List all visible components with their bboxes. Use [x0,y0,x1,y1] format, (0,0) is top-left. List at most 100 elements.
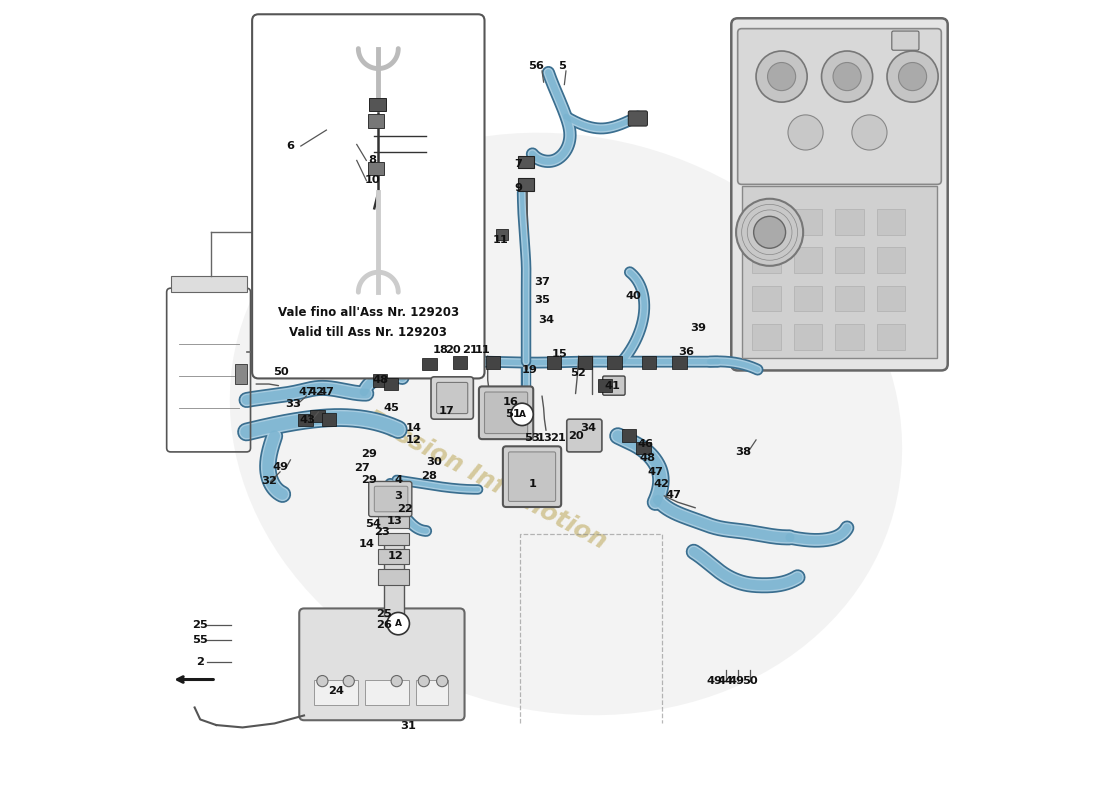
Bar [598,379,613,392]
Bar [310,410,324,422]
Text: 11: 11 [493,235,508,246]
Text: 49: 49 [706,676,723,686]
Text: 34: 34 [538,315,554,325]
Text: 14: 14 [406,423,421,433]
Text: 11: 11 [474,346,490,355]
Text: Passion Infomotion: Passion Infomotion [362,406,611,554]
Text: 5: 5 [558,61,565,71]
Text: 44: 44 [717,676,734,686]
Text: 54: 54 [365,518,381,529]
Circle shape [418,675,429,686]
Text: 52: 52 [570,368,586,378]
Circle shape [899,62,926,90]
Text: 15: 15 [552,349,568,358]
Circle shape [768,62,795,90]
Text: Vale fino all'Ass Nr. 129203: Vale fino all'Ass Nr. 129203 [278,306,459,319]
Text: 29: 29 [362,450,377,459]
Text: Valid till Ass Nr. 129203: Valid till Ass Nr. 129203 [289,326,448,339]
Text: 48: 48 [373,375,388,385]
Text: 26: 26 [376,620,392,630]
Bar [422,358,437,370]
Text: 56: 56 [528,61,543,71]
Bar [621,429,636,442]
Circle shape [788,115,823,150]
Text: 47: 47 [319,387,334,397]
Bar [578,356,592,369]
Text: 7: 7 [514,159,522,170]
Bar [384,378,398,390]
Bar [752,286,781,311]
Text: 40: 40 [626,291,641,301]
Text: 21: 21 [550,433,565,442]
Text: 50: 50 [273,367,288,377]
FancyBboxPatch shape [603,376,625,395]
Ellipse shape [230,133,902,715]
FancyBboxPatch shape [508,452,556,502]
Bar [452,356,466,369]
Text: 41: 41 [604,381,620,390]
FancyBboxPatch shape [368,482,411,517]
FancyBboxPatch shape [566,419,602,452]
Bar [365,679,408,705]
Text: 36: 36 [678,347,694,357]
Text: 19: 19 [522,365,538,374]
Text: A: A [395,619,402,628]
Text: 25: 25 [192,620,208,630]
Circle shape [736,198,803,266]
Bar [486,356,500,369]
Text: 42: 42 [653,479,670,489]
Text: 24: 24 [328,686,344,697]
Bar [368,98,386,111]
Bar [793,247,823,273]
Text: 46: 46 [638,439,653,449]
Bar [315,679,359,705]
Text: 53: 53 [525,433,540,442]
Bar [234,364,246,384]
Text: 49: 49 [273,462,289,472]
Bar [496,229,508,240]
Bar [170,276,246,292]
Bar [793,286,823,311]
Text: 48: 48 [639,454,656,463]
Circle shape [851,115,887,150]
Circle shape [754,216,785,248]
Bar [378,515,408,528]
Text: 3: 3 [394,491,403,501]
FancyBboxPatch shape [628,111,648,126]
Text: 13: 13 [537,433,552,442]
Bar [835,286,864,311]
Text: 35: 35 [535,295,550,305]
Text: 47: 47 [666,490,682,500]
FancyBboxPatch shape [431,377,473,419]
Text: 33: 33 [285,399,300,409]
Bar [741,186,937,358]
FancyBboxPatch shape [299,609,464,720]
Text: 38: 38 [735,447,751,457]
Text: 13: 13 [386,516,403,526]
Circle shape [392,675,403,686]
Circle shape [756,51,807,102]
Bar [752,247,781,273]
Bar [518,178,534,190]
Bar [641,356,657,369]
Text: 21: 21 [462,346,478,355]
Bar [378,533,408,546]
Text: 12: 12 [388,550,404,561]
Bar [752,324,781,350]
Text: A: A [518,410,526,419]
Text: 10: 10 [365,175,381,186]
FancyBboxPatch shape [478,386,534,439]
Text: 25: 25 [376,609,392,619]
Text: 47: 47 [648,467,663,477]
Text: 1: 1 [528,479,537,489]
Text: 4: 4 [394,475,403,485]
FancyBboxPatch shape [374,486,408,512]
Text: 50: 50 [741,676,758,686]
Bar [793,324,823,350]
Bar [636,442,650,454]
Bar [877,286,905,311]
Bar [384,536,404,616]
Circle shape [822,51,872,102]
Bar [367,114,384,129]
Circle shape [887,51,938,102]
